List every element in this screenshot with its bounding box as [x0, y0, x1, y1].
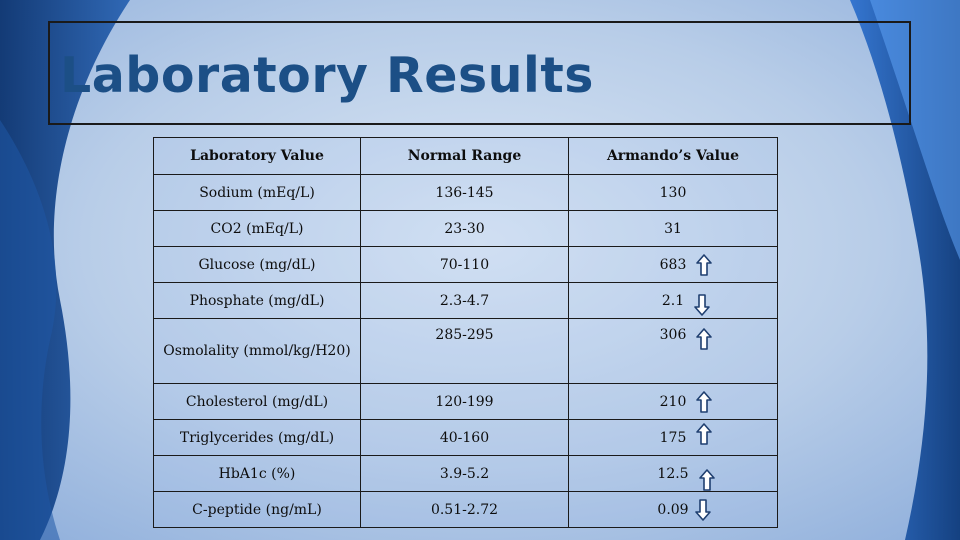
- table-row: C-peptide (ng/mL) 0.51-2.72 0.09: [153, 491, 778, 528]
- right-wave-highlight: [870, 0, 960, 260]
- table-row: Phosphate (mg/dL) 2.3-4.7 2.1: [153, 282, 778, 319]
- table-row: HbA1c (%) 3.9-5.2 12.5: [153, 455, 778, 492]
- lab-name-cell: Osmolality (mmol/kg/H20): [153, 318, 361, 384]
- column-header-normal-range: Normal Range: [360, 137, 569, 175]
- lab-results-table: Laboratory Value Normal Range Armando’s …: [153, 137, 778, 528]
- lab-name-cell: Glucose (mg/dL): [153, 246, 361, 283]
- column-header-laboratory-value: Laboratory Value: [153, 137, 361, 175]
- lab-name-cell: Phosphate (mg/dL): [153, 282, 361, 319]
- patient-value: 130: [659, 184, 687, 201]
- lab-name-cell: C-peptide (ng/mL): [153, 491, 361, 528]
- patient-value: 175: [659, 429, 687, 446]
- patient-value: 0.09: [657, 501, 689, 518]
- patient-value-cell: 0.09: [568, 491, 778, 528]
- lab-name-cell: Triglycerides (mg/dL): [153, 419, 361, 456]
- patient-value: 31: [664, 220, 682, 237]
- normal-range-cell: 136-145: [360, 174, 569, 211]
- title-box: Laboratory Results: [48, 21, 911, 125]
- down-arrow-icon: [694, 498, 711, 521]
- patient-value-cell: 2.1: [568, 282, 778, 319]
- patient-value-cell: 210: [568, 383, 778, 420]
- slide-title: Laboratory Results: [60, 47, 594, 104]
- patient-value: 2.1: [661, 292, 685, 309]
- up-arrow-icon: [696, 422, 713, 445]
- table-row: Osmolality (mmol/kg/H20) 285-295 306: [153, 318, 778, 384]
- patient-value-cell: 130: [568, 174, 778, 211]
- patient-value: 12.5: [657, 465, 689, 482]
- normal-range-cell: 70-110: [360, 246, 569, 283]
- table-header-row: Laboratory Value Normal Range Armando’s …: [153, 137, 778, 175]
- patient-value-cell: 306: [568, 318, 778, 384]
- normal-range-cell: 23-30: [360, 210, 569, 247]
- down-arrow-icon: [694, 293, 710, 316]
- patient-value: 306: [659, 327, 687, 343]
- table-row: CO2 (mEq/L) 23-30 31: [153, 210, 778, 247]
- lab-name-cell: HbA1c (%): [153, 455, 361, 492]
- normal-range-cell: 0.51-2.72: [360, 491, 569, 528]
- lab-name-cell: CO2 (mEq/L): [153, 210, 361, 247]
- table-row: Cholesterol (mg/dL) 120-199 210: [153, 383, 778, 420]
- lab-name-cell: Cholesterol (mg/dL): [153, 383, 361, 420]
- normal-range-cell: 2.3-4.7: [360, 282, 569, 319]
- left-wave-highlight: [0, 120, 60, 540]
- table-row: Glucose (mg/dL) 70-110 683: [153, 246, 778, 283]
- lab-name-cell: Sodium (mEq/L): [153, 174, 361, 211]
- patient-value-cell: 175: [568, 419, 778, 456]
- normal-range-cell: 40-160: [360, 419, 569, 456]
- patient-value: 210: [659, 393, 687, 410]
- up-arrow-icon: [696, 253, 713, 276]
- column-header-armandos-value: Armando’s Value: [568, 137, 778, 175]
- normal-range-cell: 3.9-5.2: [360, 455, 569, 492]
- up-arrow-icon: [696, 328, 713, 350]
- patient-value-cell: 683: [568, 246, 778, 283]
- patient-value-cell: 12.5: [568, 455, 778, 492]
- normal-range-cell: 285-295: [360, 318, 569, 384]
- up-arrow-icon: [698, 468, 715, 491]
- table-row: Sodium (mEq/L) 136-145 130: [153, 174, 778, 211]
- patient-value-cell: 31: [568, 210, 778, 247]
- normal-range-cell: 120-199: [360, 383, 569, 420]
- patient-value: 683: [659, 256, 687, 273]
- table-row: Triglycerides (mg/dL) 40-160 175: [153, 419, 778, 456]
- up-arrow-icon: [696, 390, 713, 413]
